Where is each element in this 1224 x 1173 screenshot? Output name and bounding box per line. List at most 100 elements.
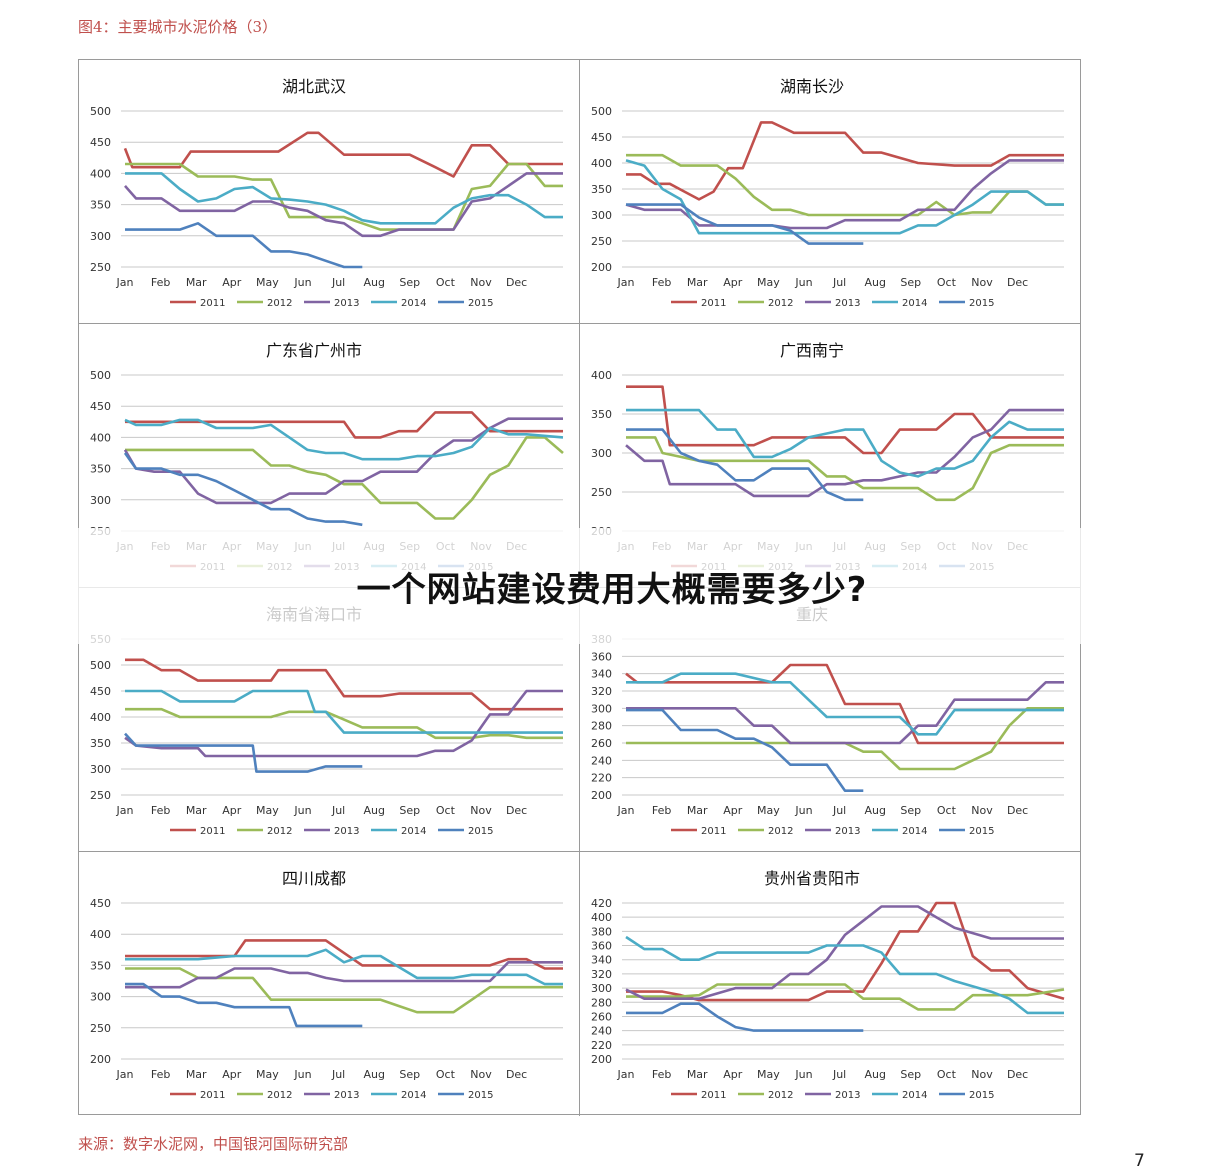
y-tick-label: 340 [591, 668, 612, 681]
series-line-2014 [625, 159, 1064, 235]
series-line-2013 [625, 159, 1064, 230]
y-tick-label: 400 [90, 928, 111, 941]
x-tick-label: Oct [436, 276, 456, 289]
x-tick-label: Jan [116, 804, 134, 817]
x-tick-label: Jul [832, 1068, 846, 1081]
x-tick-label: Jul [331, 804, 345, 817]
series-line-2014 [125, 948, 563, 986]
legend-label: 2012 [267, 1090, 292, 1101]
y-tick-label: 250 [90, 261, 111, 274]
x-tick-label: Sep [900, 804, 921, 817]
series-line-2011 [125, 658, 563, 711]
x-tick-label: Oct [937, 804, 957, 817]
y-tick-label: 250 [90, 1022, 111, 1035]
x-tick-label: Mar [186, 276, 207, 289]
legend-label: 2015 [969, 1090, 994, 1101]
y-tick-label: 450 [591, 131, 612, 144]
y-tick-label: 250 [90, 789, 111, 802]
series-line-2015 [626, 708, 864, 792]
series-line-2013 [125, 961, 563, 989]
series-line-2013 [123, 417, 563, 505]
y-tick-label: 400 [591, 157, 612, 170]
series-line-2014 [626, 408, 1064, 478]
x-tick-label: Aug [363, 276, 384, 289]
y-tick-label: 240 [591, 1025, 612, 1038]
y-tick-label: 300 [591, 982, 612, 995]
y-tick-label: 220 [591, 1039, 612, 1052]
x-tick-label: Nov [971, 1068, 993, 1081]
y-tick-label: 350 [90, 199, 111, 212]
x-tick-label: Dec [506, 276, 527, 289]
legend-label: 2014 [902, 1090, 927, 1101]
legend-label: 2011 [701, 298, 726, 309]
x-tick-label: Jan [617, 276, 635, 289]
x-tick-label: May [757, 276, 780, 289]
legend-label: 2013 [334, 1090, 359, 1101]
series-line-2012 [626, 983, 1065, 1011]
y-tick-label: 450 [90, 136, 111, 149]
series-line-2015 [626, 203, 864, 245]
y-tick-label: 320 [591, 968, 612, 981]
series-line-2014 [124, 418, 564, 461]
x-tick-label: Mar [687, 804, 708, 817]
y-tick-label: 400 [591, 369, 612, 382]
x-tick-label: Oct [937, 276, 957, 289]
y-tick-label: 300 [591, 702, 612, 715]
x-tick-label: Jun [293, 1068, 311, 1081]
overlay-headline: 一个网站建设费用大概需要多少? [356, 570, 868, 610]
legend-label: 2011 [200, 826, 225, 837]
series-line-2012 [125, 967, 563, 1014]
series-line-2013 [626, 681, 1064, 745]
legend-label: 2013 [334, 826, 359, 837]
series-line-2015 [125, 982, 363, 1028]
y-tick-label: 300 [90, 763, 111, 776]
legend-label: 2015 [969, 298, 994, 309]
y-tick-label: 260 [591, 1010, 612, 1023]
y-tick-label: 240 [591, 754, 612, 767]
y-tick-label: 500 [591, 105, 612, 118]
x-tick-label: Mar [186, 1068, 207, 1081]
x-tick-label: Oct [937, 1068, 957, 1081]
series-line-2012 [125, 162, 563, 231]
y-tick-label: 350 [90, 959, 111, 972]
x-tick-label: May [757, 1068, 780, 1081]
y-tick-label: 450 [90, 897, 111, 910]
x-tick-label: Mar [687, 276, 708, 289]
x-tick-label: Sep [399, 276, 420, 289]
x-tick-label: Apr [723, 1068, 743, 1081]
legend-label: 2015 [969, 826, 994, 837]
chart-panel: 湖南长沙 200 250 300 350 400 450 500 Jan Feb Mar Apr May… [580, 77, 1081, 324]
chart-title: 四川成都 [282, 869, 346, 888]
x-tick-label: Feb [652, 804, 671, 817]
x-tick-label: Jun [794, 1068, 812, 1081]
x-tick-label: Jul [331, 276, 345, 289]
x-tick-label: Aug [363, 804, 384, 817]
series-line-2011 [625, 663, 1064, 745]
series-line-2014 [125, 689, 563, 734]
legend-label: 2014 [902, 826, 927, 837]
legend-label: 2013 [835, 298, 860, 309]
x-tick-label: Oct [436, 804, 456, 817]
series-line-2011 [125, 411, 563, 439]
x-tick-label: Nov [971, 804, 993, 817]
x-tick-label: Oct [436, 1068, 456, 1081]
x-tick-label: Jun [794, 804, 812, 817]
y-tick-label: 500 [90, 659, 111, 672]
x-tick-label: Feb [151, 804, 170, 817]
page-number: 7 [1134, 1151, 1145, 1171]
legend-label: 2011 [200, 298, 225, 309]
y-tick-label: 400 [90, 167, 111, 180]
legend-label: 2014 [401, 826, 426, 837]
series-line-2015 [123, 452, 363, 527]
y-tick-label: 200 [591, 1053, 612, 1066]
y-tick-label: 300 [591, 209, 612, 222]
series-line-2011 [626, 901, 1065, 1002]
legend-label: 2012 [267, 826, 292, 837]
series-line-2011 [125, 939, 563, 970]
x-tick-label: Jan [116, 1068, 134, 1081]
chart-title: 广西南宁 [780, 341, 844, 360]
x-tick-label: Dec [506, 804, 527, 817]
y-tick-label: 250 [591, 235, 612, 248]
y-tick-label: 380 [591, 925, 612, 938]
series-line-2015 [125, 222, 363, 269]
